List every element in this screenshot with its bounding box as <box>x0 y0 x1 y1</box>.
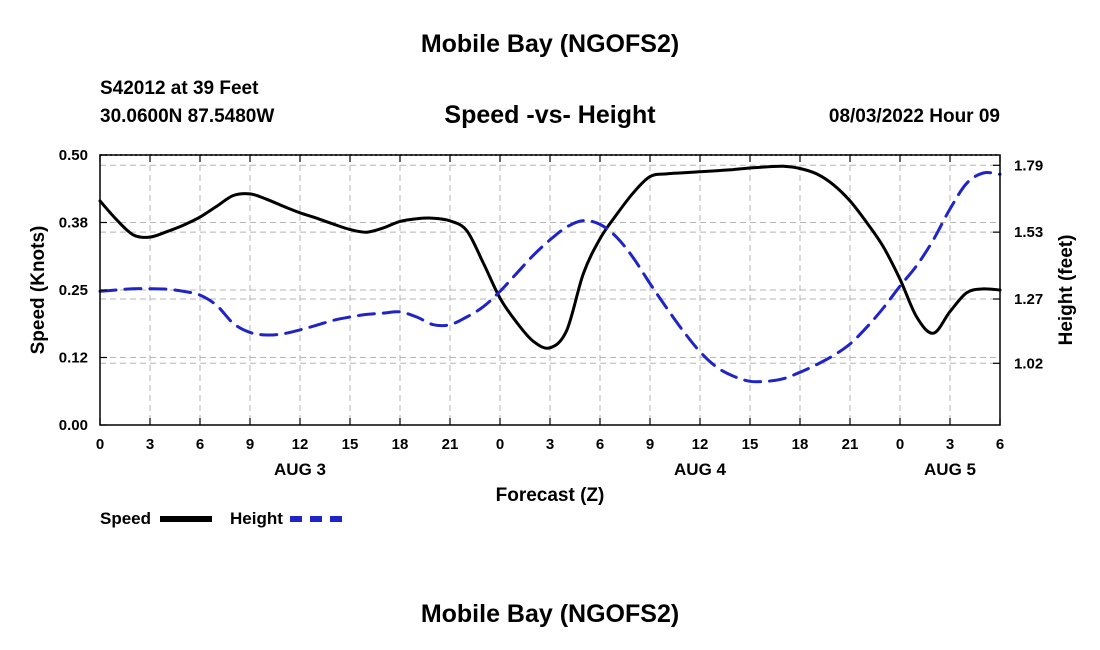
x-tick-label: 6 <box>996 436 1004 453</box>
x-axis-title: Forecast (Z) <box>496 485 605 506</box>
legend-height-swatch <box>290 516 342 522</box>
y-tick-label: 0.50 <box>59 147 88 164</box>
x-tick-label: 15 <box>342 436 359 453</box>
grid-lines <box>100 154 1000 425</box>
x-tick-label: 15 <box>742 436 759 453</box>
legend-height-label: Height <box>230 509 283 528</box>
y-tick-label: 0.38 <box>59 215 88 232</box>
x-tick-label: 0 <box>896 436 904 453</box>
x-tick-label: 0 <box>496 436 504 453</box>
y2-tick-label: 1.53 <box>1014 224 1043 241</box>
height-series-line <box>98 171 1002 384</box>
speed-height-chart: 0 3 6 9 12 15 18 21 0 3 6 9 12 15 18 21 0 3 6 0.00 0.12 0.25 0… <box>28 147 1077 506</box>
x-tick-label: 0 <box>96 436 104 453</box>
page-title: Mobile Bay (NGOFS2) <box>420 30 680 58</box>
x-tick-label: 9 <box>646 436 654 453</box>
x-tick-label: 12 <box>292 436 309 453</box>
x-tick-label: 12 <box>692 436 709 453</box>
day-label: AUG 3 <box>274 460 326 479</box>
datetime-label: 08/03/2022 Hour 09 <box>828 106 1000 127</box>
x-tick-label: 18 <box>392 436 409 453</box>
y-tick-label: 0.25 <box>59 282 88 299</box>
footer-title: Mobile Bay (NGOFS2) <box>420 600 680 628</box>
x-tick-label: 3 <box>146 436 154 453</box>
series-lines <box>98 164 1002 384</box>
coordinates-label: 30.0600N 87.5480W <box>100 106 275 127</box>
x-tick-label: 3 <box>546 436 554 453</box>
x-tick-label: 6 <box>596 436 604 453</box>
station-label: S42012 at 39 Feet <box>100 78 259 99</box>
x-tick-label: 21 <box>842 436 859 453</box>
speed-series-line <box>98 164 1002 350</box>
axis-ticks <box>99 154 1001 426</box>
legend-speed-label: Speed <box>100 509 152 528</box>
axis-labels: 0 3 6 9 12 15 18 21 0 3 6 9 12 15 18 21 0 3 6 0.00 0.12 0.25 0… <box>28 147 1077 506</box>
chart-title: Speed -vs- Height <box>444 101 656 129</box>
y2-tick-label: 1.27 <box>1014 291 1043 308</box>
y-tick-label: 0.00 <box>59 417 88 434</box>
x-tick-label: 18 <box>792 436 809 453</box>
x-tick-label: 6 <box>196 436 204 453</box>
x-tick-label: 3 <box>946 436 954 453</box>
x-tick-label: 9 <box>246 436 254 453</box>
legend-speed-swatch <box>160 516 212 522</box>
y-tick-label: 0.12 <box>59 350 88 367</box>
y2-tick-label: 1.79 <box>1014 157 1043 174</box>
y2-tick-label: 1.02 <box>1014 355 1043 372</box>
x-tick-label: 21 <box>442 436 459 453</box>
y2-axis-title: Height (feet) <box>1056 235 1077 346</box>
day-label: AUG 4 <box>674 460 727 479</box>
day-label: AUG 5 <box>924 460 976 479</box>
y-axis-title: Speed (Knots) <box>28 226 49 355</box>
